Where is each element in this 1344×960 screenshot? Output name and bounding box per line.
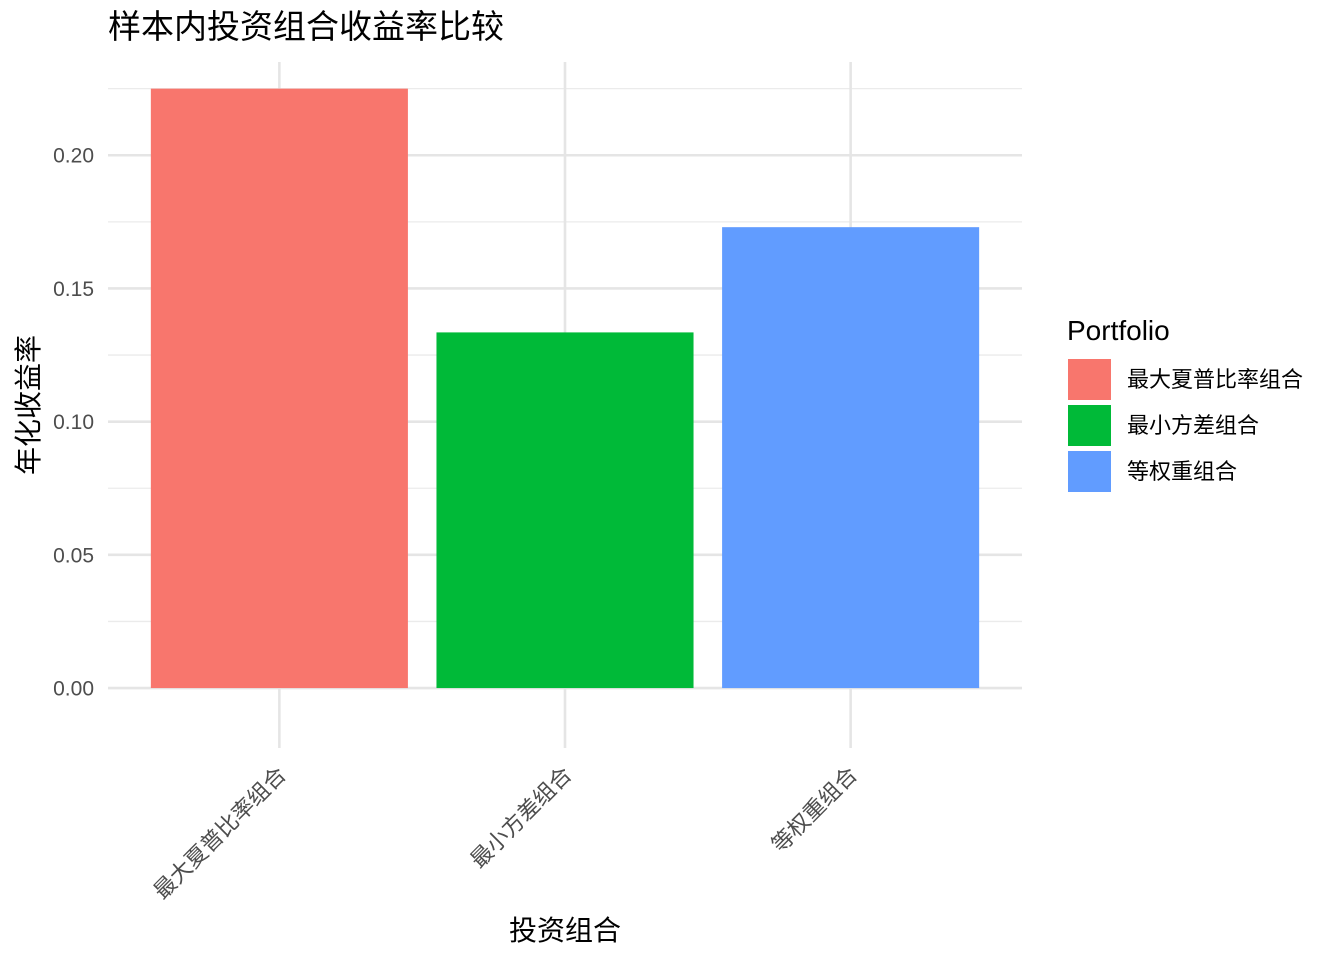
y-tick-label: 0.20 [53, 145, 94, 168]
x-tick-label: 等权重组合 [767, 763, 862, 858]
chart-title: 样本内投资组合收益率比较 [108, 7, 504, 46]
y-tick-label: 0.05 [53, 544, 94, 567]
legend-swatch [1068, 405, 1111, 446]
legend-swatch [1068, 359, 1111, 400]
legend-label: 最小方差组合 [1127, 414, 1259, 439]
x-tick-label: 最小方差组合 [466, 763, 577, 874]
x-axis-ticks: 最大夏普比率组合 最小方差组合 等权重组合 [149, 763, 862, 905]
bar [436, 332, 693, 688]
y-tick-label: 0.10 [53, 411, 94, 434]
y-axis-title: 年化收益率 [12, 335, 45, 475]
y-axis-ticks: 0.00 0.05 0.10 0.15 0.20 [53, 145, 94, 701]
bar [722, 227, 979, 688]
x-axis-title: 投资组合 [509, 914, 621, 947]
legend-title: Portfolio [1067, 315, 1170, 346]
legend-label: 等权重组合 [1127, 460, 1237, 485]
y-tick-label: 0.00 [53, 678, 94, 701]
legend-label: 最大夏普比率组合 [1127, 368, 1303, 393]
y-tick-label: 0.15 [53, 278, 94, 301]
x-tick-label: 最大夏普比率组合 [149, 763, 291, 905]
legend-swatch [1068, 451, 1111, 492]
bar [151, 89, 408, 688]
